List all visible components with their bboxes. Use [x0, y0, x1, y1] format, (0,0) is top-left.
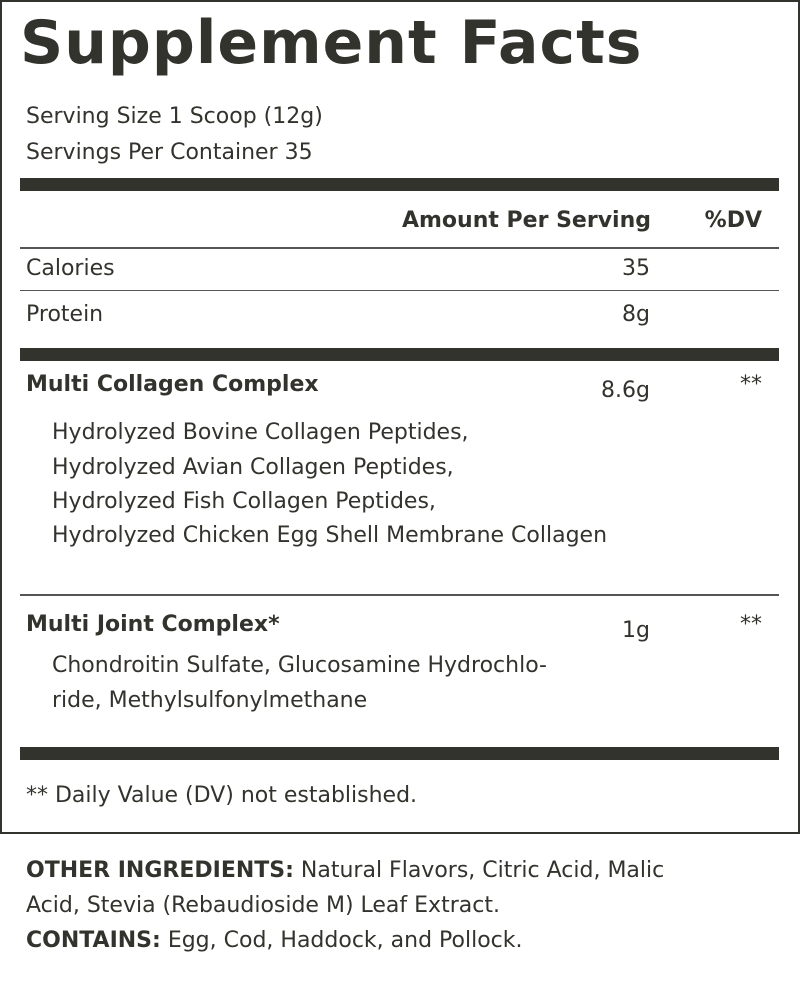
divider-thick — [20, 348, 779, 361]
blend-name: Multi Joint Complex* — [26, 612, 280, 637]
supplement-facts-panel — [0, 0, 800, 834]
amount-header: Amount Per Serving — [401, 208, 651, 233]
blend-dv: ** — [740, 372, 762, 397]
blend-amount: 8.6g — [601, 378, 650, 403]
contains-label: CONTAINS: — [26, 928, 161, 953]
calories-label: Calories — [26, 256, 115, 281]
blend-name: Multi Collagen Complex — [26, 372, 319, 397]
ingredient: Hydrolyzed Bovine Collagen Peptides, — [52, 420, 469, 445]
divider — [20, 594, 779, 596]
divider — [20, 247, 779, 249]
divider — [20, 290, 779, 291]
ingredient: Hydrolyzed Avian Collagen Peptides, — [52, 455, 454, 480]
protein-label: Protein — [26, 302, 104, 327]
dv-header: %DV — [704, 208, 762, 233]
calories-amount: 35 — [622, 256, 650, 281]
blend-dv: ** — [740, 612, 762, 637]
panel-title: Supplement Facts — [20, 8, 643, 78]
contains-text: Egg, Cod, Haddock, and Pollock. — [160, 928, 523, 953]
footnote: ** Daily Value (DV) not established. — [26, 783, 418, 808]
serving-size: Serving Size 1 Scoop (12g) — [26, 104, 323, 129]
divider-thick — [20, 747, 779, 760]
divider-thick — [20, 178, 779, 191]
contains: CONTAINS: Egg, Cod, Haddock, and Pollock… — [26, 928, 523, 953]
ingredient: ride, Methylsulfonylmethane — [52, 688, 368, 713]
ingredient: Hydrolyzed Chicken Egg Shell Membrane Co… — [52, 523, 608, 548]
servings-per-container: Servings Per Container 35 — [26, 140, 313, 165]
ingredient: Hydrolyzed Fish Collagen Peptides, — [52, 489, 436, 514]
other-ingredients: OTHER INGREDIENTS: Natural Flavors, Citr… — [26, 858, 664, 883]
other-ingredients-text: Natural Flavors, Citric Acid, Malic — [293, 858, 665, 883]
protein-amount: 8g — [622, 302, 650, 327]
blend-amount: 1g — [622, 618, 650, 643]
other-ingredients-label: OTHER INGREDIENTS: — [26, 858, 294, 883]
ingredient: Chondroitin Sulfate, Glucosamine Hydroch… — [52, 653, 547, 678]
other-ingredients-line2: Acid, Stevia (Rebaudioside M) Leaf Extra… — [26, 893, 500, 918]
